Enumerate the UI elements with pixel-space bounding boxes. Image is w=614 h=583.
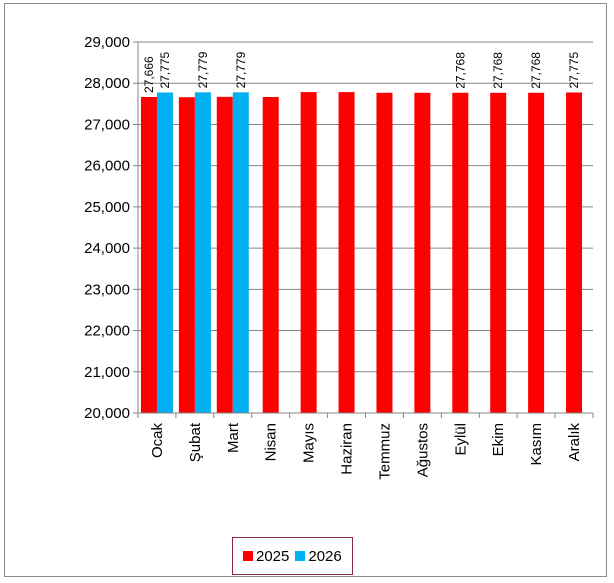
data-label: 27,666 (142, 56, 156, 93)
x-tick-label: Nisan (263, 423, 280, 461)
y-axis: 20,000 21,000 22,000 23,000 24,000 25,000 26,0… (84, 34, 139, 422)
legend-swatch-2025 (243, 551, 253, 561)
data-labels: 27,666 27,775 27,779 27,779 27,768 27,768 27,7… (142, 51, 581, 93)
x-tick-label: Kasım (528, 423, 545, 466)
bar-2025-Temmuz (376, 92, 393, 414)
data-label: 27,768 (491, 52, 505, 89)
legend: 2025 2026 (232, 537, 353, 575)
data-label: 27,768 (453, 52, 467, 89)
y-tick-label: 28,000 (84, 75, 130, 92)
x-tick-label: Mayıs (301, 423, 318, 463)
gridlines (138, 41, 593, 414)
x-tick-label: Ocak (149, 423, 166, 459)
x-tick-label: Şubat (187, 422, 204, 462)
y-tick-label: 21,000 (84, 364, 130, 381)
data-label: 27,775 (567, 51, 581, 88)
legend-item-2025: 2025 (243, 548, 289, 565)
bar-2026-Ocak (156, 92, 173, 413)
bar-2025-Mart (216, 96, 233, 413)
bar-2025-Ağustos (414, 92, 431, 414)
x-tick-label: Temmuz (376, 423, 393, 480)
x-tick-label: Ağustos (414, 423, 431, 477)
legend-swatch-2026 (295, 551, 306, 561)
x-tick-label: Mart (225, 422, 242, 453)
chart-frame: 20,000 21,000 22,000 23,000 24,000 25,000 26,0… (4, 3, 607, 577)
y-tick-label: 23,000 (84, 281, 130, 298)
data-label: 27,768 (529, 52, 543, 89)
y-tick-label: 20,000 (84, 405, 130, 422)
y-tick-label: 22,000 (84, 323, 130, 340)
y-tick-label: 27,000 (84, 116, 130, 133)
y-tick-label: 25,000 (84, 199, 130, 216)
data-label: 27,779 (196, 51, 210, 88)
bar-2025-Şubat (178, 97, 195, 413)
bar-2025-Ocak (140, 96, 157, 413)
bar-2025-Kasım (528, 92, 545, 414)
legend-item-2026: 2026 (295, 547, 342, 565)
bar-2025-Mayıs (300, 92, 317, 414)
x-tick-label: Ekim (490, 423, 507, 456)
data-label: 27,775 (158, 51, 172, 88)
y-tick-label: 29,000 (84, 34, 130, 51)
bar-2026-Mart (232, 92, 249, 413)
bar-2025-Aralık (566, 92, 583, 413)
bar-2025-Haziran (338, 92, 355, 414)
data-label: 27,779 (234, 51, 248, 88)
x-axis: Ocak Şubat Mart Nisan Mayıs Haziran Temmuz Ağus… (137, 412, 594, 480)
bar-chart: 20,000 21,000 22,000 23,000 24,000 25,000 26,0… (84, 34, 594, 480)
x-tick-label: Haziran (339, 423, 356, 475)
x-tick-label: Aralık (566, 423, 583, 462)
bar-2026-Şubat (194, 92, 211, 413)
bar-2025-Nisan (262, 96, 279, 413)
x-tick-label: Eylül (452, 423, 469, 456)
legend-label-2026: 2026 (308, 547, 342, 565)
y-tick-label: 24,000 (84, 240, 130, 257)
bar-2025-Eylül (452, 92, 469, 414)
bars (140, 92, 583, 414)
y-tick-label: 26,000 (84, 158, 130, 175)
bar-2025-Ekim (490, 92, 507, 414)
legend-label-2025: 2025 (256, 547, 290, 565)
